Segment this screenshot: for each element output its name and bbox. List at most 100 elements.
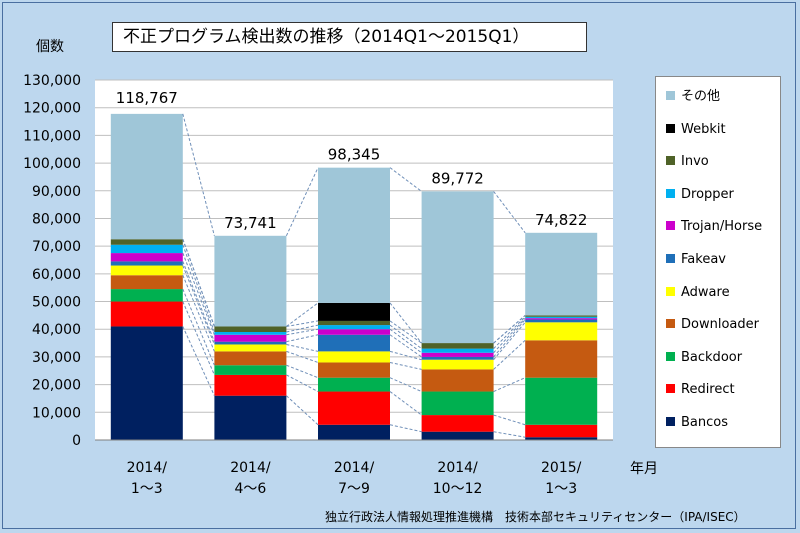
bar-segment (525, 319, 598, 323)
legend-swatch (666, 188, 675, 198)
series-connector (493, 377, 526, 392)
x-tick-label: 7〜9 (338, 481, 370, 497)
series-connector (286, 334, 319, 343)
series-connector (286, 374, 319, 392)
bar-segment (110, 289, 183, 302)
legend-item: Invo (666, 154, 709, 170)
total-label: 74,822 (535, 211, 588, 229)
chart-title: 不正プログラム検出数の推移（2014Q1〜2015Q1） (112, 22, 587, 52)
legend-item: Webkit (666, 122, 726, 138)
series-connector (182, 113, 215, 236)
bar-segment (525, 232, 598, 316)
y-tick-label: 120,000 (23, 101, 81, 117)
bar-segment (421, 343, 494, 349)
bar-segment (214, 395, 287, 440)
legend-item: Downloader (666, 317, 759, 333)
series-connector (493, 431, 526, 438)
bar-segment (421, 431, 494, 440)
bar-segment (214, 334, 287, 342)
series-connector (182, 239, 215, 327)
series-connector (493, 339, 526, 370)
y-axis-unit: 個数 (36, 39, 64, 55)
x-tick-label: 1〜3 (545, 481, 577, 497)
legend-swatch (666, 286, 675, 296)
bar-segment (525, 424, 598, 438)
x-tick-label: 2014/ (334, 460, 375, 476)
bar-segment (421, 348, 494, 353)
series-connector (182, 252, 215, 335)
total-label: 73,741 (224, 214, 277, 232)
bar-segment (318, 167, 390, 303)
y-tick-label: 30,000 (32, 350, 81, 366)
y-tick-label: 0 (72, 433, 81, 449)
y-tick-label: 70,000 (32, 239, 81, 255)
legend-label: Trojan/Horse (681, 219, 763, 235)
bar-segment (110, 261, 183, 266)
bar-segment (318, 334, 390, 352)
y-tick-label: 40,000 (32, 322, 81, 338)
bar-segment (214, 344, 287, 352)
legend-swatch (666, 156, 675, 166)
bar-segment (318, 351, 390, 363)
series-connector (389, 334, 422, 358)
bar-segment (318, 302, 390, 321)
legend-label: Downloader (681, 317, 759, 333)
bar-segment (318, 325, 390, 330)
y-tick-label: 10,000 (32, 405, 81, 421)
legend-label: その他 (681, 89, 721, 104)
x-tick-label: 4〜6 (234, 481, 266, 497)
series-connector (389, 391, 422, 416)
bar-segment (110, 239, 183, 245)
y-tick-label: 130,000 (23, 73, 81, 89)
bar-segment (214, 341, 287, 345)
bar-segment (318, 329, 390, 335)
legend-label: Adware (681, 284, 730, 300)
bar-segment (318, 391, 390, 425)
chart-legend: その他 Webkit Invo Dropper Trojan/Horse Fakeav Ad… (655, 76, 781, 448)
series-connector (182, 326, 215, 396)
series-connector (182, 261, 215, 342)
x-tick-label: 2014/ (230, 460, 271, 476)
legend-item: その他 (666, 89, 720, 105)
series-connector (493, 414, 526, 426)
legend-label: Invo (681, 154, 709, 170)
bar-segment (214, 351, 287, 366)
series-connector (286, 302, 319, 327)
series-connector (389, 167, 422, 192)
series-connector (286, 324, 319, 333)
bar-segment (110, 275, 183, 290)
series-connector (286, 343, 319, 352)
legend-item: Adware (666, 285, 730, 301)
x-tick-label: 2014/ (437, 460, 478, 476)
legend-swatch (666, 351, 675, 361)
legend-item: Trojan/Horse (666, 219, 762, 235)
bar-segment (318, 377, 390, 392)
legend-label: Redirect (681, 382, 735, 398)
series-connector (389, 324, 422, 350)
bar-segment (421, 356, 494, 360)
bar-segment (421, 415, 494, 432)
series-connector (389, 361, 422, 370)
legend-item: Fakeav (666, 252, 726, 268)
series-connector (286, 350, 319, 363)
x-tick-label: 2014/ (127, 460, 168, 476)
x-tick-label: 1〜3 (131, 481, 163, 497)
x-tick-label: 10〜12 (433, 481, 483, 497)
bar-segment (525, 377, 598, 425)
legend-label: Bancos (681, 415, 728, 430)
bar-segment (421, 191, 494, 344)
series-connector (182, 288, 215, 366)
bar-segment (110, 253, 183, 262)
bar-segment (318, 362, 390, 378)
bar-segment (110, 244, 183, 254)
bar-segment (110, 326, 183, 440)
series-connector (285, 167, 319, 237)
bar-segment (214, 365, 287, 375)
legend-label: Dropper (681, 186, 734, 202)
y-tick-label: 50,000 (32, 295, 81, 311)
y-tick-label: 20,000 (32, 378, 81, 394)
y-tick-label: 110,000 (23, 128, 81, 144)
y-tick-label: 100,000 (23, 156, 81, 172)
